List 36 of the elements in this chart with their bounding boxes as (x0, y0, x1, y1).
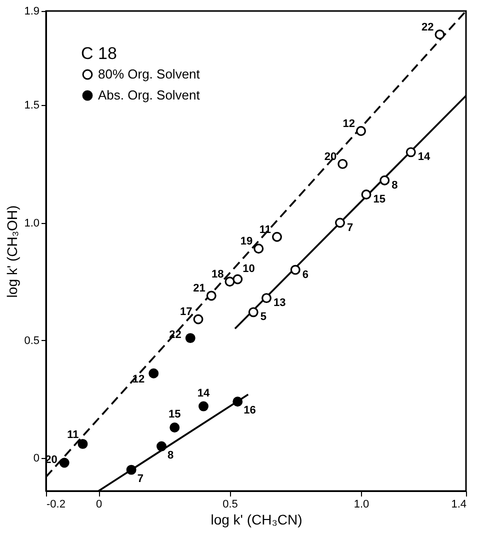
legend-label: 80% Org. Solvent (98, 66, 200, 82)
annotation: 13 (274, 297, 286, 310)
annotation: 17 (180, 306, 192, 318)
annotation: 20 (324, 150, 337, 163)
annotation: 11 (67, 428, 79, 441)
y-tick-label: 1.0 (24, 217, 40, 230)
y-tick-label: 0 (33, 452, 40, 465)
annotation: 10 (242, 263, 255, 276)
x-tick-label: 1.0 (354, 498, 370, 510)
y-axis-title: log k' (CH₃OH) (4, 205, 20, 298)
x-tick-label: 0.5 (222, 498, 238, 510)
legend-label: Abs. Org. Solvent (98, 88, 200, 102)
annotation: 7 (137, 472, 144, 485)
annotation: 5 (260, 311, 266, 324)
annotation: 8 (392, 179, 398, 192)
annotation: 22 (422, 22, 434, 34)
y-tick-label: 1.9 (24, 6, 40, 18)
x-tick-label: -0.2 (46, 498, 66, 510)
annotation: 16 (244, 404, 256, 417)
annotation: 8 (168, 449, 174, 462)
annotation: 12 (342, 118, 355, 130)
annotation: 7 (347, 222, 354, 234)
annotation: 15 (168, 408, 181, 420)
x-axis-title: log k' (CH₃CN) (210, 512, 302, 528)
y-tick-label: 0.5 (24, 334, 40, 347)
x-tick-label: 1.4 (451, 498, 466, 510)
annotation: 18 (212, 268, 224, 281)
x-tick-label: 0 (96, 498, 102, 510)
annotation: 14 (197, 387, 210, 400)
annotation: 15 (373, 194, 386, 206)
annotation: 14 (418, 151, 431, 164)
y-tick-label: 1.5 (24, 100, 40, 112)
legend-title: C 18 (81, 44, 117, 63)
annotation: 19 (240, 236, 253, 248)
annotation: 6 (302, 268, 308, 281)
annotation: 21 (193, 282, 206, 295)
